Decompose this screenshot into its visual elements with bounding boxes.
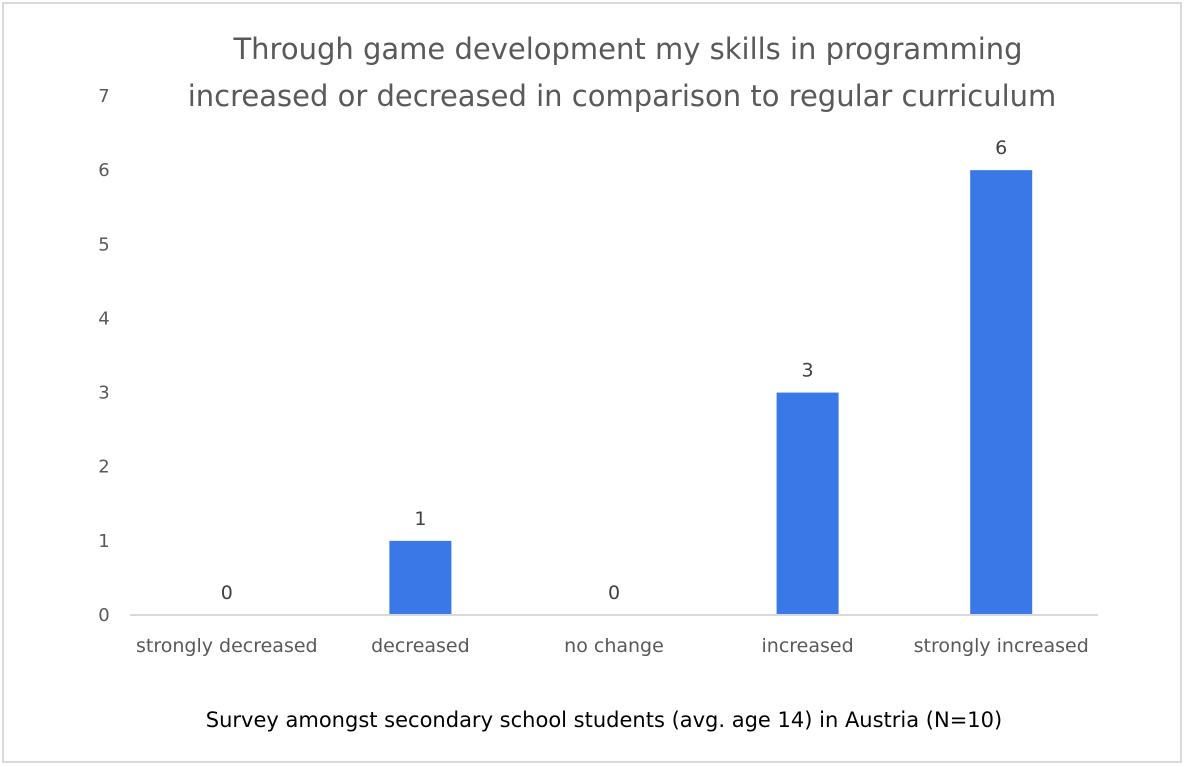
x-category-label: no change bbox=[564, 635, 664, 657]
y-tick-label: 0 bbox=[98, 605, 109, 626]
x-category-label: strongly decreased bbox=[136, 635, 318, 657]
x-category-label: increased bbox=[762, 635, 854, 657]
x-category-label: decreased bbox=[371, 635, 470, 657]
bar bbox=[970, 170, 1033, 615]
bar bbox=[776, 392, 839, 615]
y-tick-label: 2 bbox=[98, 457, 109, 478]
x-axis-caption: Survey amongst secondary school students… bbox=[206, 708, 1002, 732]
x-category-label: strongly increased bbox=[914, 635, 1089, 657]
data-label: 1 bbox=[414, 508, 426, 530]
data-label: 6 bbox=[995, 137, 1007, 159]
y-tick-label: 3 bbox=[98, 383, 109, 404]
data-label: 0 bbox=[221, 582, 233, 604]
y-tick-label: 6 bbox=[98, 160, 109, 181]
y-tick-label: 5 bbox=[98, 234, 109, 255]
y-tick-label: 7 bbox=[98, 86, 109, 107]
chart-title-line-1: Through game development my skills in pr… bbox=[232, 32, 1022, 66]
data-label: 0 bbox=[608, 582, 620, 604]
y-tick-label: 1 bbox=[98, 531, 109, 552]
y-tick-label: 4 bbox=[98, 308, 109, 329]
y-axis-ticks: 0 1 2 3 4 5 6 7 bbox=[98, 86, 109, 626]
bars: 0 1 0 3 6 bbox=[221, 137, 1033, 615]
chart-title-line-2: increased or decreased in comparison to … bbox=[188, 79, 1057, 113]
x-axis-categories: strongly decreased decreased no change incr… bbox=[136, 635, 1089, 657]
data-label: 3 bbox=[802, 360, 814, 382]
bar bbox=[389, 540, 452, 615]
